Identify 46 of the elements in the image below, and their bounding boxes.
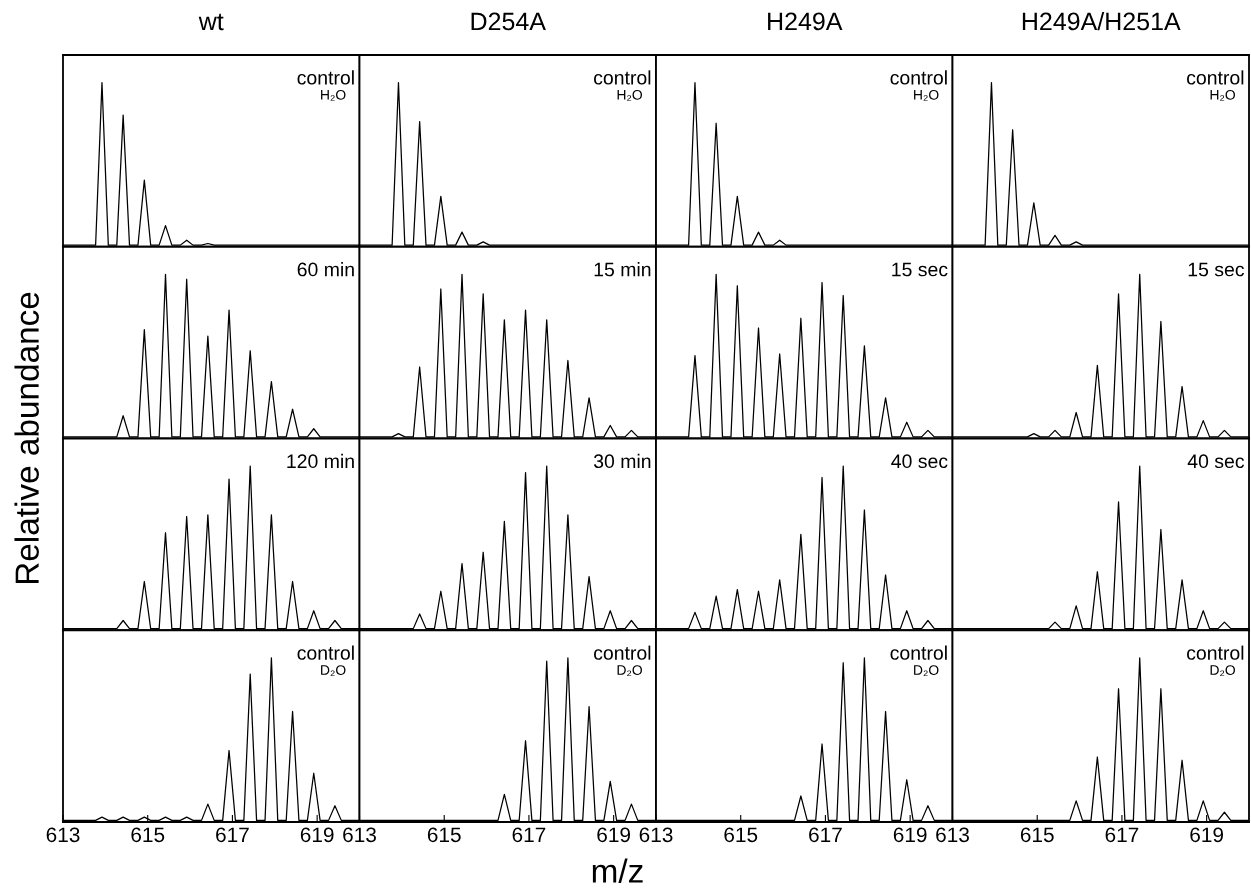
x-tick-label: 617	[216, 827, 249, 843]
x-tick-label: 615	[1020, 827, 1054, 843]
annotation: D₂O	[914, 665, 939, 677]
x-tick-label: 615	[724, 827, 758, 843]
annotation: 40 sec	[1187, 454, 1245, 469]
annotation: H₂O	[914, 89, 939, 101]
chart-title: H249A	[768, 12, 843, 31]
x-tick-label: 613	[46, 827, 80, 843]
annotation: 60 min	[297, 262, 354, 277]
chart-title: D254A	[471, 12, 546, 31]
x-tick-label: 619	[300, 827, 334, 843]
annotation: control	[1187, 70, 1244, 85]
annotation: 15 sec	[1188, 262, 1245, 277]
annotation: 15 min	[594, 262, 651, 277]
annotation: control	[297, 645, 354, 660]
x-tick-label: 615	[427, 827, 461, 843]
x-axis-title: m/z	[592, 858, 643, 883]
annotation: 120 min	[287, 453, 354, 469]
annotation: D₂O	[321, 665, 346, 677]
x-tick-label: 617	[512, 827, 546, 843]
x-tick-label: 613	[639, 827, 673, 843]
annotation: H₂O	[1210, 89, 1235, 101]
chart-title: wt	[198, 13, 224, 31]
annotation: 30 min	[593, 453, 651, 469]
annotation: control	[594, 645, 651, 660]
x-tick-label: 619	[893, 827, 927, 843]
y-axis-title: Relative abundance	[14, 292, 39, 584]
x-tick-label: 617	[1105, 827, 1139, 843]
annotation: control	[890, 645, 947, 660]
x-tick-label: 619	[597, 827, 631, 843]
x-tick-label: 613	[343, 827, 376, 843]
annotation: H₂O	[617, 89, 642, 101]
annotation: D₂O	[1210, 665, 1235, 677]
annotation: control	[890, 70, 947, 85]
x-tick-label: 613	[936, 827, 969, 843]
annotation: H₂O	[321, 89, 346, 101]
annotation: 40 sec	[891, 454, 948, 469]
annotation: D₂O	[617, 665, 642, 677]
x-tick-label: 617	[809, 827, 842, 843]
chart-title: H249A/H251A	[1022, 11, 1181, 31]
annotation: control	[1187, 645, 1244, 660]
x-tick-label: 615	[131, 827, 165, 843]
annotation: 15 sec	[892, 262, 948, 277]
annotation: control	[594, 70, 651, 85]
x-tick-label: 619	[1190, 827, 1224, 843]
annotation: control	[297, 70, 354, 85]
